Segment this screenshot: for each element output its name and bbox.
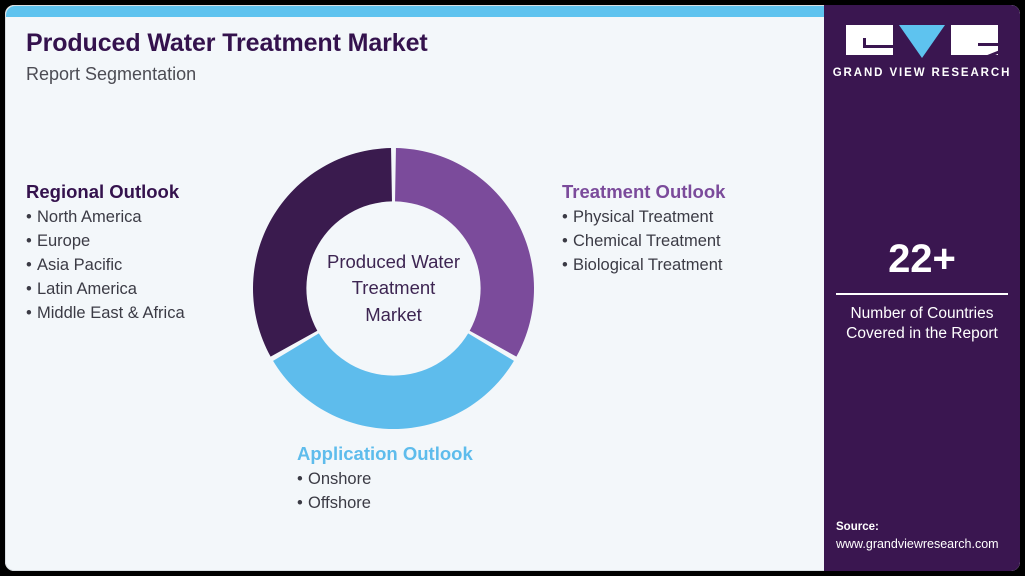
logo-letter-r-icon <box>951 25 998 55</box>
list-item: • Onshore <box>297 468 473 492</box>
bullet-icon: • <box>562 232 568 251</box>
list-item-label: Europe <box>37 232 91 251</box>
list-item-label: Offshore <box>308 494 371 513</box>
segmentation-donut-chart: Produced Water Treatment Market <box>253 148 534 429</box>
regional-outlook-list: • North America • Europe • Asia Pacific • La… <box>26 206 185 326</box>
bullet-icon: • <box>26 232 32 251</box>
bullet-icon: • <box>297 470 303 489</box>
top-accent-bar <box>6 6 825 17</box>
list-item-label: Onshore <box>308 470 372 489</box>
countries-stat-block: 22+ Number of Countries Covered in the R… <box>824 239 1020 344</box>
list-item-label: Physical Treatment <box>573 208 714 227</box>
donut-segment <box>253 148 392 357</box>
bullet-icon: • <box>562 255 568 274</box>
stat-caption-line-2: Covered in the Report <box>846 324 998 342</box>
list-item-label: North America <box>37 208 142 227</box>
page-title: Produced Water Treatment Market <box>26 29 428 57</box>
bullet-icon: • <box>562 208 568 227</box>
brand-sidebar: GRAND VIEW RESEARCH 22+ Number of Countr… <box>824 5 1020 571</box>
donut-svg <box>253 148 534 429</box>
bullet-icon: • <box>26 279 32 298</box>
regional-outlook-block: Regional Outlook • North America • Europe … <box>26 180 185 326</box>
grand-view-research-logo: GRAND VIEW RESEARCH <box>824 25 1020 79</box>
bullet-icon: • <box>26 303 32 322</box>
stat-caption-line-1: Number of Countries <box>850 304 994 322</box>
stat-value: 22+ <box>888 237 956 281</box>
treatment-outlook-list: • Physical Treatment • Chemical Treatment … <box>562 206 725 278</box>
logo-letter-g-icon <box>846 25 893 55</box>
list-item: • North America <box>26 206 185 230</box>
logo-letter-v-triangle-icon <box>899 25 945 58</box>
list-item: • Physical Treatment <box>562 206 725 230</box>
list-item-label: Biological Treatment <box>573 255 723 274</box>
source-url[interactable]: www.grandviewresearch.com <box>836 537 999 552</box>
stat-divider <box>836 293 1008 295</box>
list-item: • Offshore <box>297 492 473 516</box>
logo-wordmark: GRAND VIEW RESEARCH <box>832 67 1012 79</box>
list-item-label: Middle East & Africa <box>37 303 185 322</box>
stat-caption: Number of Countries Covered in the Repor… <box>824 304 1020 344</box>
bullet-icon: • <box>297 494 303 513</box>
list-item: • Asia Pacific <box>26 254 185 278</box>
header: Produced Water Treatment Market Report S… <box>26 29 726 84</box>
list-item: • Latin America <box>26 278 185 302</box>
bullet-icon: • <box>26 208 32 227</box>
list-item: • Chemical Treatment <box>562 230 725 254</box>
application-outlook-block: Application Outlook • Onshore • Offshore <box>297 442 473 516</box>
donut-segment <box>273 333 514 429</box>
list-item-label: Chemical Treatment <box>573 232 721 251</box>
bullet-icon: • <box>26 255 32 274</box>
source-block: Source: www.grandviewresearch.com <box>836 519 1020 553</box>
logo-marks <box>846 25 998 58</box>
donut-segment <box>395 148 534 357</box>
source-label: Source: <box>836 521 879 534</box>
list-item: • Europe <box>26 230 185 254</box>
infographic-card: Produced Water Treatment Market Report S… <box>5 5 1020 571</box>
content-panel: Produced Water Treatment Market Report S… <box>5 5 825 571</box>
treatment-outlook-title: Treatment Outlook <box>562 181 726 202</box>
list-item: • Biological Treatment <box>562 254 725 278</box>
list-item-label: Latin America <box>37 279 137 298</box>
list-item: • Middle East & Africa <box>26 302 185 326</box>
page-subtitle: Report Segmentation <box>26 63 197 84</box>
regional-outlook-title: Regional Outlook <box>26 181 180 202</box>
application-outlook-title: Application Outlook <box>297 443 473 464</box>
treatment-outlook-block: Treatment Outlook • Physical Treatment • C… <box>562 180 725 278</box>
list-item-label: Asia Pacific <box>37 255 123 274</box>
application-outlook-list: • Onshore • Offshore <box>297 468 473 516</box>
